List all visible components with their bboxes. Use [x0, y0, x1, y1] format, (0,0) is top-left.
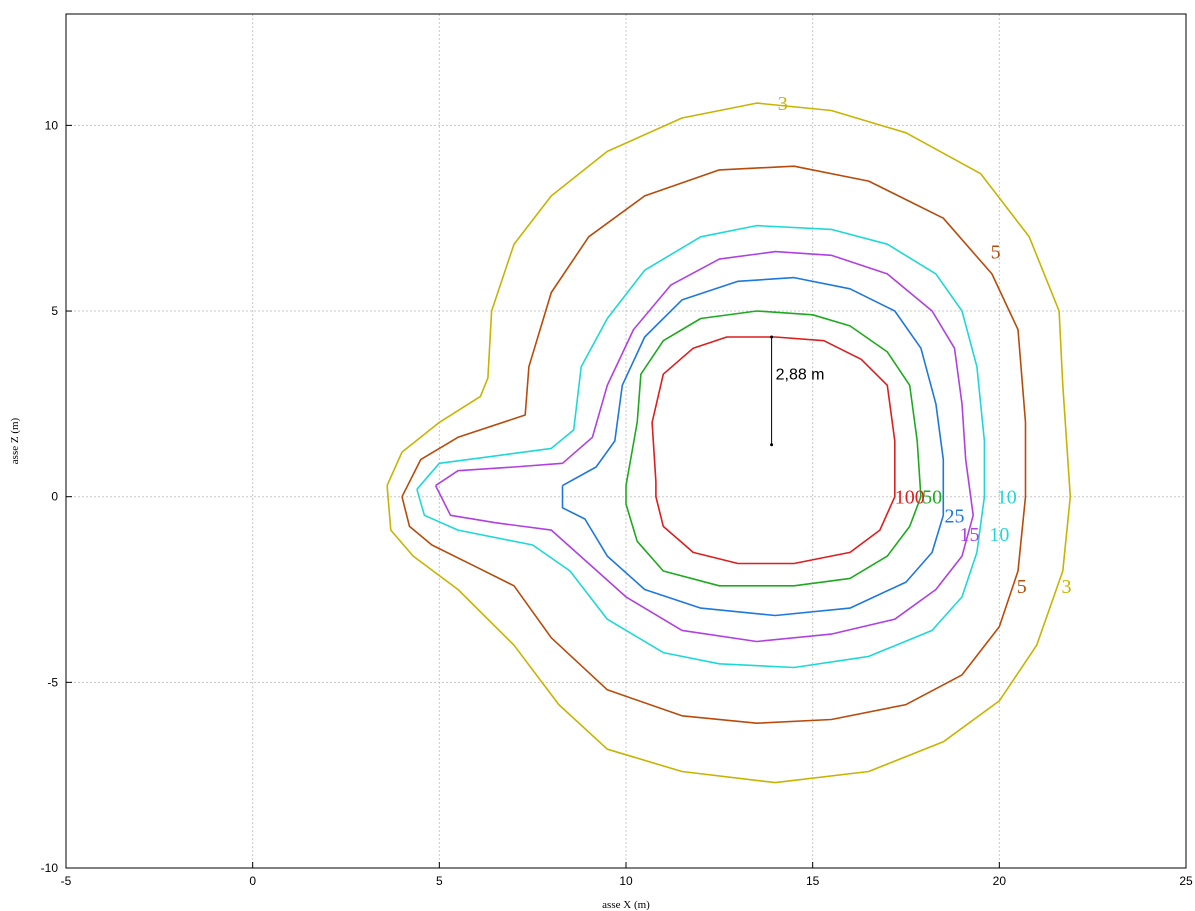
contour-label-5: 5: [1017, 576, 1027, 598]
y-tick-label: 0: [51, 490, 58, 504]
grid-lines: [66, 14, 1186, 868]
radius-bottom-point: [770, 443, 774, 447]
contour-label-100: 100: [895, 487, 925, 509]
x-tick-label: 20: [993, 874, 1007, 888]
contour-label-3: 3: [1062, 576, 1072, 598]
contour-line-50: [625, 310, 922, 587]
x-tick-label: 15: [806, 874, 820, 888]
contour-label-5: 5: [991, 242, 1001, 264]
radius-label: 2,88 m: [776, 367, 825, 384]
y-tick-label: -10: [41, 861, 59, 875]
contour-line-3: [386, 102, 1072, 784]
x-tick-label: 25: [1179, 874, 1193, 888]
x-tick-label: -5: [61, 874, 72, 888]
y-tick-label: 5: [51, 304, 58, 318]
contour-line-5: [401, 165, 1027, 724]
contour-line-10: [416, 224, 986, 669]
contour-line-15: [434, 250, 974, 643]
contour-label-25: 25: [945, 505, 965, 527]
x-tick-label: 5: [436, 874, 443, 888]
contour-label-50: 50: [922, 487, 942, 509]
contour-label-10: 10: [989, 524, 1009, 546]
x-axis-title: asse X (m): [602, 899, 650, 911]
contour-label-10: 10: [997, 487, 1017, 509]
radius-top-point: [770, 335, 774, 339]
y-tick-label: -5: [47, 675, 58, 689]
x-tick-label: 10: [619, 874, 633, 888]
y-axis-title: asse Z (m): [9, 417, 21, 464]
contour-label-15: 15: [959, 524, 979, 546]
x-tick-label: 0: [249, 874, 256, 888]
radius-annotation: 2,88 m: [770, 335, 825, 447]
y-tick-label: 10: [45, 118, 59, 132]
contour-line-25: [561, 276, 945, 617]
contour-line-100: [651, 336, 896, 565]
contour-label-3: 3: [778, 93, 788, 115]
